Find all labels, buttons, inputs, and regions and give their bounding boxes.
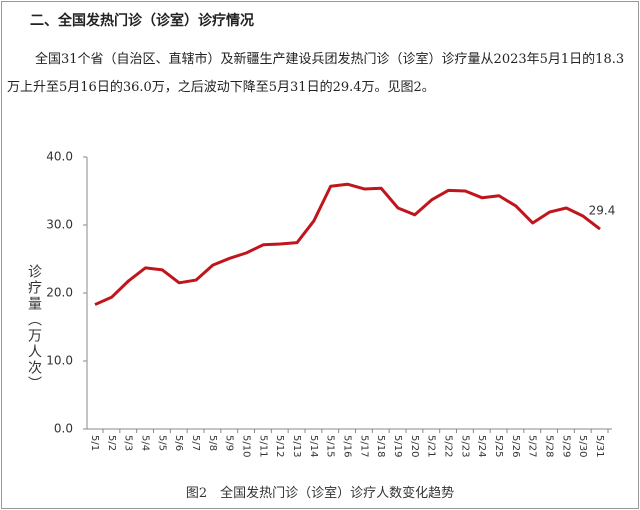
x-tick-label: 5/20: [409, 435, 420, 457]
data-label: 29.4: [589, 204, 616, 218]
y-tick-label: 20.0: [46, 286, 73, 300]
x-tick-label: 5/31: [594, 435, 605, 457]
y-tick-label: 10.0: [46, 354, 73, 368]
x-tick-label: 5/28: [544, 435, 555, 457]
x-tick-label: 5/24: [476, 435, 487, 457]
x-tick-label: 5/9: [224, 435, 235, 451]
x-tick-label: 5/26: [510, 435, 521, 457]
x-tick-label: 5/16: [342, 435, 353, 457]
y-tick-label: 30.0: [46, 218, 73, 232]
x-tick-label: 5/6: [173, 435, 184, 451]
data-line: [94, 182, 601, 306]
x-tick-label: 5/25: [493, 435, 504, 457]
y-axis-label: 诊疗量（万人次）: [26, 264, 42, 392]
x-tick-label: 5/10: [241, 435, 252, 457]
chart: 诊疗量（万人次） 0.0 10.0 20.0 30.0 40.0 5/1 5/2 5/3 5/4…: [26, 150, 616, 458]
x-tick-label: 5/29: [560, 435, 571, 457]
x-tick-label: 5/18: [375, 435, 386, 457]
y-tick-label: 40.0: [46, 150, 73, 164]
paragraph: 全国31个省（自治区、直辖市）及新疆生产建设兵团发热门诊（诊室）诊疗量从2023…: [7, 52, 625, 95]
x-tick-label: 5/30: [577, 435, 588, 457]
heading: 二、全国发热门诊（诊室）诊疗情况: [30, 13, 254, 29]
x-tick-label: 5/2: [106, 435, 117, 451]
x-tick-label: 5/3: [123, 435, 134, 451]
x-tick-label: 5/8: [207, 435, 218, 451]
x-tick-label: 5/22: [443, 435, 454, 457]
x-tick-label: 5/5: [156, 435, 167, 451]
x-tick-label: 5/11: [257, 435, 268, 457]
x-tick-label: 5/17: [358, 435, 369, 457]
x-tick-label: 5/27: [527, 435, 538, 457]
x-tick-label: 5/12: [274, 435, 285, 457]
x-tick-label: 5/15: [325, 435, 336, 457]
x-tick-label: 5/4: [140, 435, 151, 451]
x-tick-label: 5/7: [190, 435, 201, 451]
x-tick-label: 5/13: [291, 435, 302, 457]
x-tick-label: 5/19: [392, 435, 403, 457]
x-tick-label: 5/23: [459, 435, 470, 457]
x-tick-label: 5/21: [426, 435, 437, 457]
y-tick-label: 0.0: [54, 422, 73, 436]
x-tick-label: 5/14: [308, 435, 319, 457]
x-tick-label: 5/1: [89, 435, 100, 451]
caption: 图2 全国发热门诊（诊室）诊疗人数变化趋势: [185, 486, 455, 501]
